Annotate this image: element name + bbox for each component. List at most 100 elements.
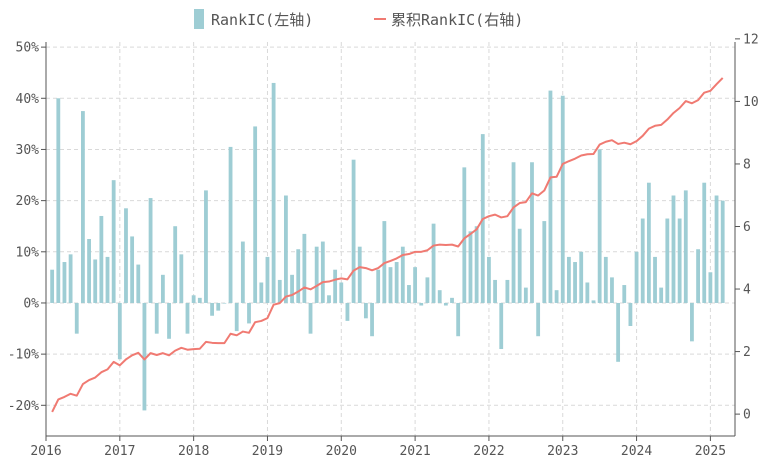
rankic-bar xyxy=(81,111,85,303)
x-tick-label: 2025 xyxy=(695,444,726,459)
rankic-bar xyxy=(167,302,171,339)
rankic-bar xyxy=(443,302,448,306)
rankic-bar xyxy=(517,228,522,303)
right-tick-label: 2 xyxy=(743,345,751,360)
rankic-bar xyxy=(253,126,258,303)
rankic-bar xyxy=(204,190,208,303)
rankic-bar xyxy=(560,95,565,303)
rankic-bar xyxy=(124,208,128,303)
x-tick-label: 2016 xyxy=(30,444,61,459)
rankic-bar xyxy=(493,279,497,303)
x-tick-label: 2022 xyxy=(473,444,504,459)
rankic-bar xyxy=(431,223,436,303)
cumulative-rankic-line xyxy=(51,77,724,413)
rankic-bar xyxy=(327,295,331,303)
rankic-bar xyxy=(511,162,516,303)
rankic-bar xyxy=(247,302,251,324)
rankic-bar xyxy=(542,221,547,303)
rankic-bar xyxy=(388,267,393,303)
left-tick-label: 50% xyxy=(16,41,40,56)
left-axis-ticks: -20% -10% 0% 10% 20% 30% 40% 50% xyxy=(8,41,46,414)
rankic-bar xyxy=(505,279,510,303)
rankic-bar xyxy=(634,251,639,303)
legend: RankIC(左轴) 累积RankIC(右轴) xyxy=(194,9,523,29)
rankic-bar xyxy=(394,262,399,303)
rankic-bar xyxy=(197,297,202,303)
rankic-bar xyxy=(351,159,356,303)
rankic-bar xyxy=(683,190,688,303)
rankic-bar xyxy=(130,236,135,303)
rankic-bar xyxy=(185,302,190,334)
rankic-bar xyxy=(696,249,700,303)
rankic-bar xyxy=(690,302,694,342)
rankic-bar xyxy=(320,241,325,303)
rankic-bar xyxy=(191,295,196,303)
right-tick-label: 0 xyxy=(743,408,751,423)
rankic-bar xyxy=(111,180,116,303)
rankic-bar xyxy=(603,256,608,303)
x-tick-label: 2023 xyxy=(547,444,578,459)
right-tick-label: 8 xyxy=(743,157,751,172)
rankic-bar xyxy=(259,282,264,303)
x-tick-label: 2017 xyxy=(104,444,135,459)
left-tick-label: -20% xyxy=(8,399,39,414)
rankic-bar xyxy=(610,277,614,303)
rankic-bar xyxy=(536,302,541,337)
rankic-bar xyxy=(640,218,645,303)
left-tick-label: 30% xyxy=(16,143,40,158)
rankic-bar xyxy=(93,259,98,303)
legend-bar-swatch xyxy=(194,9,204,29)
rankic-bar xyxy=(554,290,559,303)
rankic-bar xyxy=(333,269,338,303)
rankic-bar xyxy=(136,264,141,303)
left-tick-label: 20% xyxy=(16,194,40,209)
rankic-bar xyxy=(437,290,442,303)
rankic-bar xyxy=(462,167,467,303)
rankic-bar xyxy=(308,302,313,334)
rankic-bar xyxy=(228,146,233,303)
rankic-bar xyxy=(290,274,294,303)
rankic-bar xyxy=(487,256,491,303)
rankic-bar xyxy=(173,226,178,303)
rankic-bar xyxy=(265,256,270,303)
rankic-bar xyxy=(714,195,719,303)
left-tick-label: -10% xyxy=(8,348,39,363)
rankic-bar xyxy=(591,300,596,303)
rankic-bar xyxy=(530,162,534,303)
rankic-bar xyxy=(376,269,381,303)
rankic-bar xyxy=(597,149,602,303)
right-tick-label: 12 xyxy=(743,32,759,47)
rankic-bar xyxy=(616,302,621,362)
legend-bar-label: RankIC(左轴) xyxy=(211,11,313,29)
x-axis-ticks: 2016 2017 2018 2019 2020 2021 2022 2023 2024 2025 xyxy=(30,436,726,459)
x-tick-label: 2020 xyxy=(326,444,357,459)
rankic-bar xyxy=(702,182,707,303)
rankic-bar xyxy=(622,285,627,303)
rankic-bar xyxy=(370,302,374,337)
rankic-bar xyxy=(456,302,461,337)
rankic-bar xyxy=(413,267,418,303)
left-tick-label: 10% xyxy=(16,245,40,260)
rankic-bar xyxy=(419,302,424,306)
rankic-bar xyxy=(142,302,147,411)
x-tick-label: 2021 xyxy=(399,444,430,459)
rankic-bar xyxy=(659,287,664,303)
rankic-bar xyxy=(56,98,61,303)
axes xyxy=(45,42,736,437)
rankic-bar xyxy=(425,277,430,303)
rankic-bar xyxy=(302,233,307,303)
rankic-bar xyxy=(74,302,79,334)
x-tick-label: 2019 xyxy=(252,444,283,459)
right-tick-label: 4 xyxy=(743,283,751,298)
left-tick-label: 0% xyxy=(23,296,39,311)
rankic-bar xyxy=(216,302,221,311)
rankic-bar xyxy=(271,82,276,303)
rankic-bar xyxy=(357,246,362,303)
x-tick-label: 2024 xyxy=(621,444,652,459)
rankic-bar xyxy=(87,239,91,303)
rankic-bars xyxy=(50,82,725,411)
rankic-bar xyxy=(345,302,350,321)
rankic-bar xyxy=(284,195,288,303)
rankic-bar xyxy=(179,254,184,303)
